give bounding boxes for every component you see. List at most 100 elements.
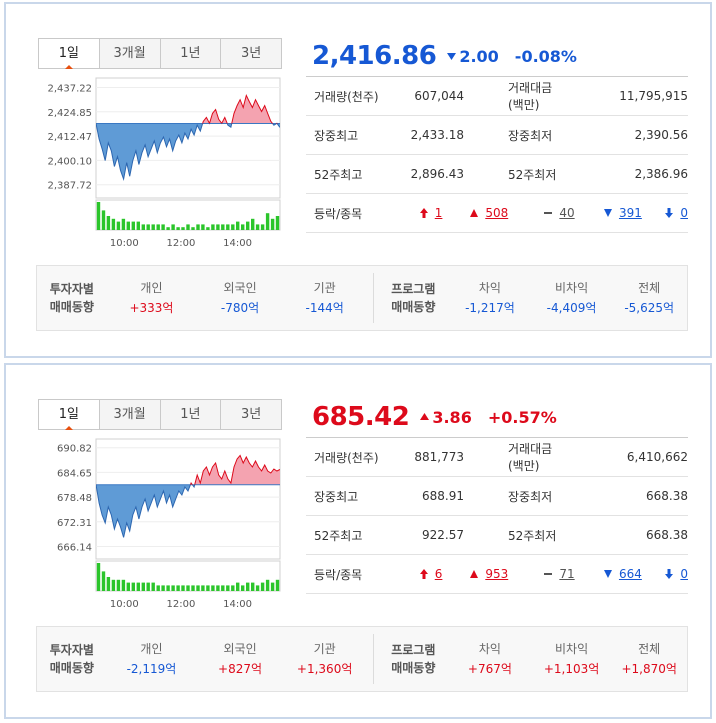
up-count[interactable]: 953 xyxy=(469,567,543,581)
institution-cell: 기관 +1,360억 xyxy=(284,639,366,679)
volume-bar xyxy=(275,579,280,591)
intraday-high-label: 장중최고 xyxy=(314,128,359,143)
tab-1year[interactable]: 1년 xyxy=(159,39,221,68)
volume-bar xyxy=(136,582,140,591)
volume-bar xyxy=(166,585,170,591)
price-row: 685.42 3.86 +0.57% xyxy=(312,399,557,435)
week52-low-label: 52주최저 xyxy=(508,528,557,543)
intraday-low-value: 2,390.56 xyxy=(634,128,688,142)
volume-bar xyxy=(206,227,210,230)
y-tick-label: 666.14 xyxy=(57,542,92,553)
intraday-high-value: 688.91 xyxy=(422,489,464,503)
volume-bar xyxy=(236,582,240,591)
institution-cell: 기관 -144억 xyxy=(284,278,366,318)
arbitrage-cell: 차익 -1,217억 xyxy=(448,278,532,318)
lower-limit-count[interactable]: 0 xyxy=(664,206,688,220)
week52-high-value: 2,896.43 xyxy=(410,167,464,181)
flat-dash-icon xyxy=(544,212,553,214)
individual-cell: 개인 +333억 xyxy=(107,278,197,318)
week52-high-value: 922.57 xyxy=(422,528,464,542)
kosdaq-panel: 1일 3개월 1년 3년 690.82 684.65 678.48 672.31 666… xyxy=(4,363,712,719)
flat-count[interactable]: 71 xyxy=(543,567,603,581)
period-tabs: 1일 3개월 1년 3년 xyxy=(38,38,282,69)
trade-value: 6,410,662 xyxy=(626,450,688,464)
volume-bar xyxy=(270,582,275,591)
tab-1day[interactable]: 1일 xyxy=(39,39,99,69)
week52-high-label: 52주최고 xyxy=(314,167,363,182)
down-count[interactable]: 664 xyxy=(603,567,664,581)
volume-bar xyxy=(141,224,145,230)
lower-limit-count[interactable]: 0 xyxy=(664,567,688,581)
volume-bar xyxy=(161,224,165,230)
volume-label: 거래량(천주) xyxy=(314,89,379,104)
intraday-chart[interactable]: 2,437.22 2,424.85 2,412.47 2,400.10 2,387.72… xyxy=(36,76,282,260)
down-triangle-icon xyxy=(603,209,612,217)
tab-1day[interactable]: 1일 xyxy=(39,400,99,430)
x-tick-label: 14:00 xyxy=(223,599,252,610)
volume-bar xyxy=(265,213,270,230)
updown-row: 등락/종목 6 953 71 664 0 xyxy=(306,555,688,594)
volume-bar xyxy=(216,585,220,591)
tab-3month[interactable]: 3개월 xyxy=(98,400,160,429)
volume-bar xyxy=(126,221,130,230)
intraday-low-label: 장중최저 xyxy=(508,489,553,504)
upper-limit-count[interactable]: 6 xyxy=(419,567,470,581)
volume-bar xyxy=(260,582,265,591)
volume-bar xyxy=(101,210,106,230)
down-count[interactable]: 391 xyxy=(603,206,664,220)
volume-bar xyxy=(146,224,150,230)
volume-bar xyxy=(246,221,250,230)
upper-limit-count[interactable]: 1 xyxy=(419,206,470,220)
period-tabs: 1일 3개월 1년 3년 xyxy=(38,399,282,430)
volume-bar xyxy=(161,585,165,591)
x-tick-label: 12:00 xyxy=(167,238,196,249)
volume-bar xyxy=(191,227,195,230)
up-arrow-icon xyxy=(419,208,428,218)
y-tick-label: 672.31 xyxy=(57,518,92,529)
volume-bar xyxy=(241,585,245,591)
y-tick-label: 690.82 xyxy=(57,444,92,455)
volume-bar xyxy=(270,218,275,230)
volume-bar xyxy=(146,582,150,591)
volume-bar xyxy=(255,224,260,230)
investor-trading-box: 투자자별 매매동향 개인 -2,119억 외국인 +827억 기관 +1,360… xyxy=(36,626,688,692)
stats-table: 거래량(천주) 881,773 거래대금(백만) 6,410,662 장중최고 … xyxy=(306,437,688,594)
area-above-baseline xyxy=(96,95,280,124)
divider xyxy=(373,273,375,323)
change-value: 3.86 xyxy=(432,407,472,427)
volume-bar xyxy=(106,216,111,230)
intraday-low-label: 장중최저 xyxy=(508,128,553,143)
y-tick-label: 2,424.85 xyxy=(47,108,92,119)
institution-value: +1,360억 xyxy=(296,662,353,676)
intraday-chart[interactable]: 690.82 684.65 678.48 672.31 666.14 10:00 12:00… xyxy=(36,437,282,621)
up-triangle-icon xyxy=(470,209,479,217)
total-value: -5,625억 xyxy=(624,301,675,315)
volume-bar xyxy=(186,224,190,230)
price-row: 2,416.86 2.00 -0.08% xyxy=(312,38,577,74)
flat-dash-icon xyxy=(544,573,553,575)
tab-3year[interactable]: 3년 xyxy=(220,39,281,68)
tab-3month[interactable]: 3개월 xyxy=(98,39,160,68)
kospi-panel: 1일 3개월 1년 3년 2,437.22 2,424.85 2,412.47 2,4… xyxy=(4,2,712,358)
volume-bar xyxy=(111,218,116,230)
y-tick-label: 678.48 xyxy=(57,493,92,504)
volume-bar xyxy=(216,224,220,230)
volume-bar xyxy=(211,224,215,230)
flat-count[interactable]: 40 xyxy=(543,206,603,220)
week52-low-label: 52주최저 xyxy=(508,167,557,182)
volume-bar xyxy=(96,202,101,230)
investor-title: 투자자별 매매동향 xyxy=(49,282,94,314)
area-below-baseline xyxy=(96,484,280,538)
volume-bar xyxy=(221,585,225,591)
tab-3year[interactable]: 3년 xyxy=(220,400,281,429)
volume-bar xyxy=(236,221,240,230)
up-triangle-icon xyxy=(470,570,479,578)
trade-value: 11,795,915 xyxy=(619,89,688,103)
tab-1year[interactable]: 1년 xyxy=(159,400,221,429)
volume-bar xyxy=(121,579,126,591)
volume-bar xyxy=(176,585,180,591)
individual-value: +333억 xyxy=(129,301,174,315)
volume-bar xyxy=(231,224,235,230)
volume-bar xyxy=(201,585,205,591)
up-count[interactable]: 508 xyxy=(469,206,543,220)
